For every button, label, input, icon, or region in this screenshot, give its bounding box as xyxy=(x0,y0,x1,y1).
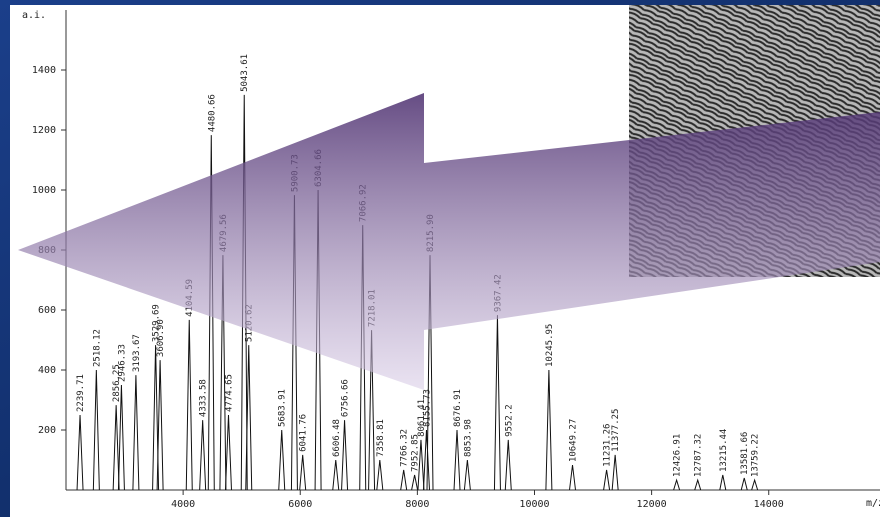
y-tick-label: 1000 xyxy=(32,185,56,196)
y-axis-label: a.i. xyxy=(22,10,46,21)
peak-label: 6041.76 xyxy=(299,414,309,452)
peak-label: 10245.95 xyxy=(545,324,555,367)
peak-label: 6756.66 xyxy=(341,379,351,417)
x-axis-label: m/z xyxy=(866,498,880,509)
peak-label: 7358.81 xyxy=(376,419,386,457)
peak-label: 13759.22 xyxy=(751,434,761,477)
y-tick-label: 400 xyxy=(38,365,56,376)
peak-label: 5683.91 xyxy=(278,389,288,427)
peak-label: 2518.12 xyxy=(92,329,102,367)
x-tick-label: 14000 xyxy=(754,499,784,510)
peak-label: 11377.25 xyxy=(611,409,621,452)
peak-label: 7766.32 xyxy=(400,429,410,467)
peak-label: 8853.98 xyxy=(463,419,473,457)
peak-label: 2946.33 xyxy=(117,344,127,382)
peak-label: 9552.2 xyxy=(504,404,514,437)
peak-label: 13215.44 xyxy=(719,429,729,472)
peak-label: 10649.27 xyxy=(569,419,579,462)
peak-label: 13581.66 xyxy=(740,432,750,475)
peak-label: 5043.61 xyxy=(240,54,250,92)
peak-label: 3606.90 xyxy=(156,319,166,357)
page: {"chart_data": {"type": "stick", "y_labe… xyxy=(0,0,880,517)
x-tick-label: 10000 xyxy=(519,499,549,510)
peak-label: 12426.91 xyxy=(673,434,683,477)
peak-label: 6606.48 xyxy=(332,419,342,457)
peak-label: 4333.58 xyxy=(199,379,209,417)
peak-label: 2239.71 xyxy=(76,374,86,412)
x-tick-label: 12000 xyxy=(637,499,667,510)
y-tick-label: 1200 xyxy=(32,125,56,136)
x-tick-label: 4000 xyxy=(171,499,195,510)
y-tick-label: 600 xyxy=(38,305,56,316)
x-tick-label: 6000 xyxy=(288,499,312,510)
y-tick-label: 200 xyxy=(38,425,56,436)
peak-label: 8676.91 xyxy=(453,389,463,427)
y-tick-label: 1400 xyxy=(32,65,56,76)
slide: a.i.m/z200400600800100012001400400060008… xyxy=(0,0,880,517)
peak-label: 12787.32 xyxy=(694,434,704,477)
x-tick-label: 8000 xyxy=(405,499,429,510)
peak-label: 4480.66 xyxy=(207,94,217,132)
peak-label: 3193.67 xyxy=(132,334,142,372)
peak-label: 4774.65 xyxy=(224,374,234,412)
